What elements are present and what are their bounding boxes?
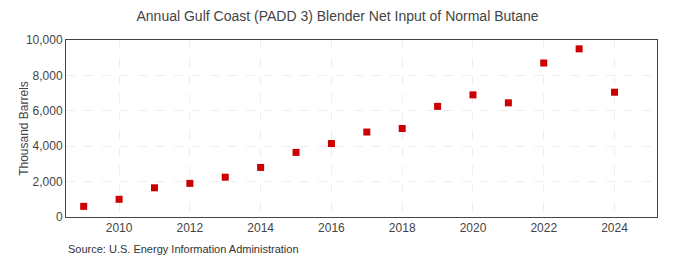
- svg-text:2024: 2024: [601, 221, 628, 235]
- svg-text:2010: 2010: [106, 221, 133, 235]
- svg-text:8,000: 8,000: [33, 69, 63, 83]
- svg-text:Source: U.S. Energy Informatio: Source: U.S. Energy Information Administ…: [68, 243, 299, 255]
- svg-text:6,000: 6,000: [33, 104, 63, 118]
- svg-text:10,000: 10,000: [26, 33, 63, 47]
- svg-text:2012: 2012: [177, 221, 204, 235]
- svg-text:Thousand Barrels: Thousand Barrels: [17, 81, 31, 176]
- svg-text:2018: 2018: [389, 221, 416, 235]
- svg-text:2020: 2020: [460, 221, 487, 235]
- svg-text:2014: 2014: [247, 221, 274, 235]
- svg-text:2016: 2016: [318, 221, 345, 235]
- svg-text:2,000: 2,000: [33, 175, 63, 189]
- svg-text:2022: 2022: [530, 221, 557, 235]
- svg-text:4,000: 4,000: [33, 139, 63, 153]
- svg-text:Annual Gulf Coast (PADD 3) Ble: Annual Gulf Coast (PADD 3) Blender Net I…: [136, 8, 538, 24]
- svg-text:0: 0: [56, 210, 63, 224]
